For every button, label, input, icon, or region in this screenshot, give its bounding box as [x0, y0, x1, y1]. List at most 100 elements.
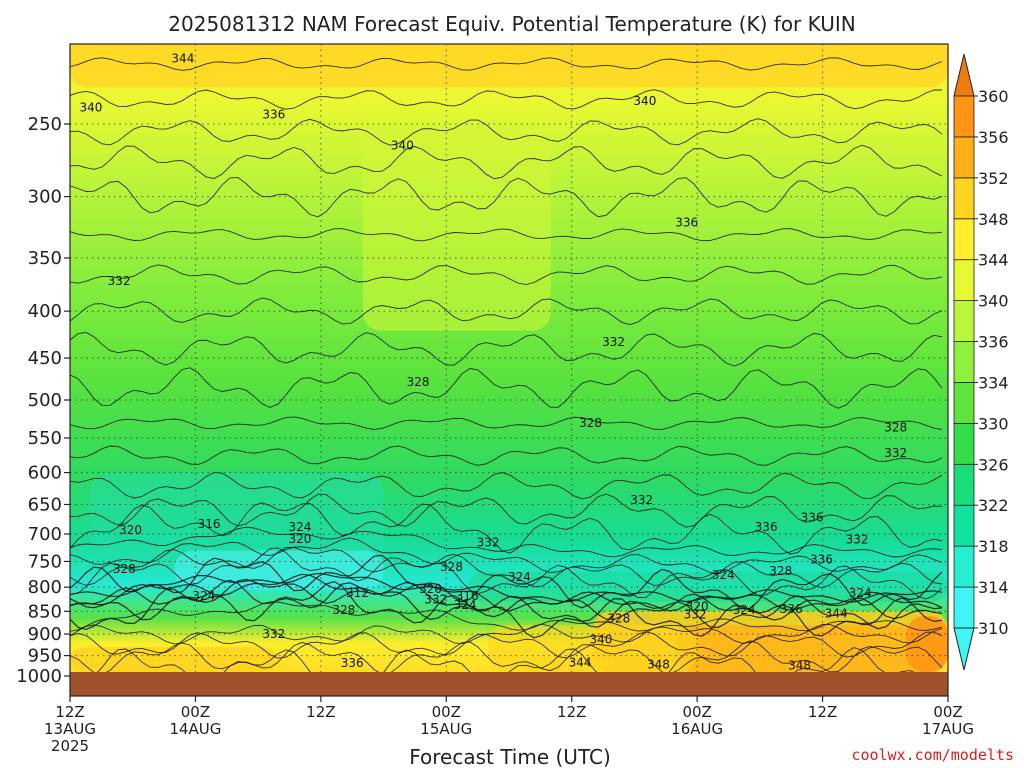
- contour-line: [70, 331, 943, 367]
- y-tick-label: 400: [28, 301, 62, 322]
- colorbar-tick-label: 314: [978, 578, 1009, 597]
- x-tick-date: 16AUG: [671, 720, 723, 738]
- x-tick-date: 14AUG: [169, 720, 221, 738]
- colorbar-tick-label: 348: [978, 210, 1009, 229]
- x-tick-time: 12Z: [55, 703, 84, 721]
- y-tick-label: 1000: [16, 666, 62, 687]
- contour-label: 324: [733, 603, 756, 617]
- contour-line: [70, 640, 943, 675]
- colorbar-tick-label: 334: [978, 373, 1009, 392]
- field-band: [906, 615, 948, 672]
- x-tick-time: 00Z: [933, 703, 962, 721]
- colorbar-segment: [953, 545, 975, 588]
- contour-label: 332: [477, 535, 500, 549]
- credit-text: coolwx.com/modelts: [851, 746, 1014, 764]
- colorbar-segment: [953, 341, 975, 383]
- contour-line: [70, 144, 943, 180]
- colorbar-segment: [953, 463, 975, 506]
- contour-line: [70, 177, 943, 218]
- contour-line: [70, 264, 943, 286]
- contour-label: 336: [810, 552, 833, 566]
- colorbar-segment: [953, 300, 975, 342]
- contour-line: [70, 118, 943, 146]
- colorbar-arrow-top: [953, 53, 975, 97]
- contour-label: 344: [825, 607, 848, 621]
- contour-line: [70, 554, 943, 609]
- contour-label: 328: [884, 421, 907, 435]
- contour-label: 312: [346, 586, 369, 600]
- x-tick-time: 00Z: [181, 703, 210, 721]
- x-tick-time: 00Z: [432, 703, 461, 721]
- contour-label: 336: [780, 602, 803, 616]
- contour-line: [70, 297, 943, 326]
- contour-label: 332: [108, 274, 131, 288]
- contour-label: 336: [755, 520, 778, 534]
- field-band: [70, 647, 280, 672]
- ground-layer: [70, 671, 948, 696]
- contour-label: 324: [712, 568, 735, 582]
- contour-label: 328: [607, 611, 630, 625]
- contour-label: 344: [171, 51, 194, 65]
- colorbar-segment: [953, 504, 975, 547]
- contour-label: 332: [846, 533, 869, 547]
- colorbar-tick-label: 336: [978, 333, 1009, 352]
- x-tick-year: 2025: [51, 737, 89, 755]
- contour-label: 348: [788, 659, 811, 673]
- contour-label: 344: [569, 656, 592, 670]
- contour-line: [70, 57, 943, 71]
- x-tick-time: 00Z: [682, 703, 711, 721]
- y-tick-label: 250: [28, 114, 62, 135]
- y-axis: 2503003504004505005506006507007508008509…: [16, 114, 70, 687]
- contour-label: 328: [769, 564, 792, 578]
- colorbar-tick-label: 310: [978, 619, 1009, 638]
- colorbar-tick-label: 344: [978, 251, 1009, 270]
- contour-label: 316: [456, 589, 479, 603]
- contour-label: 336: [341, 656, 364, 670]
- x-tick-time: 12Z: [557, 703, 586, 721]
- grid-lines: [70, 44, 948, 696]
- contour-label: 324: [192, 589, 215, 603]
- y-tick-label: 600: [28, 463, 62, 484]
- contour-label: 324: [288, 520, 311, 534]
- contour-line: [70, 580, 943, 639]
- contour-line: [70, 472, 943, 500]
- colorbar-tick-label: 322: [978, 496, 1009, 515]
- contour-line: [70, 367, 943, 409]
- contour-line: [70, 502, 943, 555]
- contour-label: 320: [288, 532, 311, 546]
- y-tick-label: 350: [28, 248, 62, 269]
- y-tick-label: 850: [28, 601, 62, 622]
- contour-label: 324: [508, 570, 531, 584]
- colorbar-segment: [953, 382, 975, 424]
- y-tick-label: 750: [28, 551, 62, 572]
- contour-label: 340: [633, 94, 656, 108]
- colorbar-tick-label: 326: [978, 455, 1009, 474]
- colorbar-segment: [953, 177, 975, 220]
- field-band: [174, 550, 384, 590]
- contour-label: 324: [849, 586, 872, 600]
- x-tick-date: 15AUG: [420, 720, 472, 738]
- y-tick-label: 700: [28, 524, 62, 545]
- contour-label: 324: [454, 598, 477, 612]
- field-band: [467, 571, 948, 602]
- contour-line: [70, 228, 943, 242]
- contour-label: 320: [119, 523, 142, 537]
- contour-label: 316: [198, 517, 221, 531]
- contour-label: 332: [424, 592, 447, 606]
- field-band: [70, 44, 948, 88]
- chart-title: 2025081312 NAM Forecast Equiv. Potential…: [168, 12, 855, 36]
- colorbar-segment: [953, 95, 975, 138]
- field-band: [90, 472, 384, 567]
- contour-label: 340: [79, 101, 102, 115]
- y-tick-label: 550: [28, 428, 62, 449]
- y-tick-label: 300: [28, 187, 62, 208]
- contour-line: [70, 89, 943, 110]
- colorbar-tick-label: 352: [978, 169, 1009, 188]
- contour-line: [70, 416, 943, 430]
- contour-label: 332: [602, 335, 625, 349]
- y-tick-label: 950: [28, 646, 62, 667]
- colorbar-tick-label: 340: [978, 292, 1009, 311]
- field-band: [362, 124, 551, 331]
